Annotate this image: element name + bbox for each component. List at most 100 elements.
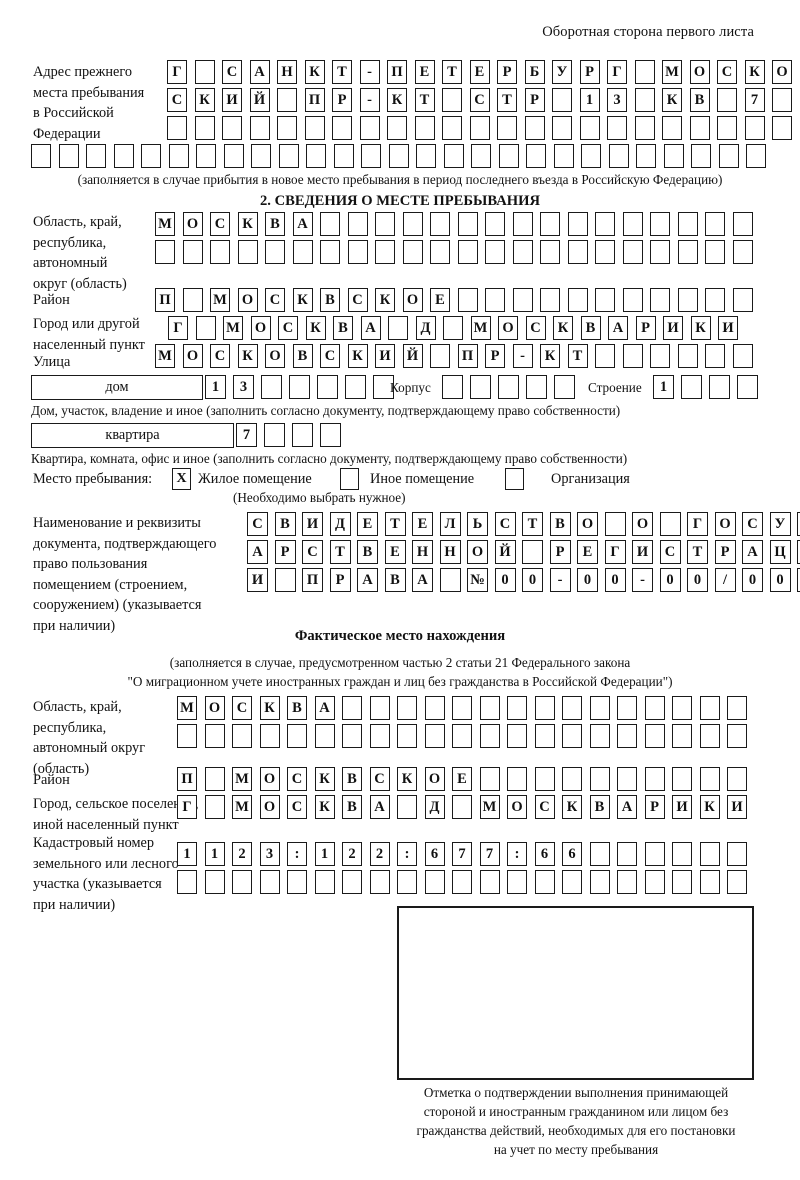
- char-cell[interactable]: [369, 870, 390, 894]
- char-cell[interactable]: Г: [168, 316, 188, 340]
- document-grid-row-1[interactable]: СВИДЕТЕЛЬСТВООГОСУД: [247, 512, 800, 536]
- char-cell[interactable]: [650, 288, 670, 312]
- char-cell[interactable]: [361, 144, 381, 168]
- char-cell[interactable]: О: [714, 512, 736, 536]
- char-cell[interactable]: О: [467, 540, 488, 564]
- char-cell[interactable]: [595, 344, 615, 368]
- char-cell[interactable]: [177, 724, 197, 748]
- char-cell[interactable]: [452, 724, 472, 748]
- char-cell[interactable]: [589, 696, 610, 720]
- char-cell[interactable]: [507, 724, 527, 748]
- char-cell[interactable]: Г: [607, 60, 627, 84]
- char-cell[interactable]: [304, 116, 325, 140]
- char-cell[interactable]: К: [540, 344, 560, 368]
- char-cell[interactable]: С: [265, 288, 285, 312]
- char-cell[interactable]: [746, 144, 766, 168]
- char-cell[interactable]: П: [304, 88, 325, 112]
- char-cell[interactable]: [168, 144, 189, 168]
- char-cell[interactable]: [141, 144, 161, 168]
- char-cell[interactable]: [699, 767, 720, 791]
- char-cell[interactable]: В: [384, 568, 406, 592]
- char-cell[interactable]: [369, 696, 390, 720]
- char-cell[interactable]: С: [302, 540, 323, 564]
- char-cell[interactable]: [342, 870, 362, 894]
- char-cell[interactable]: К: [237, 344, 258, 368]
- char-cell[interactable]: [182, 240, 203, 264]
- char-cell[interactable]: 0: [604, 568, 626, 592]
- char-cell[interactable]: [634, 116, 655, 140]
- char-cell[interactable]: К: [194, 88, 215, 112]
- char-cell[interactable]: [562, 724, 582, 748]
- char-cell[interactable]: К: [562, 795, 582, 819]
- char-cell[interactable]: [534, 870, 555, 894]
- char-cell[interactable]: [388, 144, 409, 168]
- char-cell[interactable]: :: [507, 842, 527, 866]
- char-cell[interactable]: А: [292, 212, 313, 236]
- char-cell[interactable]: [705, 240, 725, 264]
- char-cell[interactable]: [155, 240, 175, 264]
- char-cell[interactable]: [681, 375, 702, 399]
- char-cell[interactable]: О: [689, 60, 710, 84]
- char-cell[interactable]: 1: [653, 375, 674, 399]
- char-cell[interactable]: [622, 288, 643, 312]
- char-cell[interactable]: 0: [494, 568, 516, 592]
- char-cell[interactable]: [644, 870, 665, 894]
- char-cell[interactable]: [443, 316, 463, 340]
- char-cell[interactable]: Л: [439, 512, 461, 536]
- char-cell[interactable]: 3: [607, 88, 627, 112]
- char-cell[interactable]: Р: [579, 60, 600, 84]
- char-cell[interactable]: [552, 116, 572, 140]
- char-cell[interactable]: С: [534, 795, 555, 819]
- char-cell[interactable]: [589, 767, 610, 791]
- char-cell[interactable]: Й: [494, 540, 516, 564]
- char-cell[interactable]: -: [632, 568, 653, 592]
- char-cell[interactable]: С: [494, 512, 516, 536]
- char-cell[interactable]: 1: [579, 88, 600, 112]
- char-cell[interactable]: [397, 870, 417, 894]
- char-cell[interactable]: Е: [430, 288, 450, 312]
- char-cell[interactable]: [705, 344, 725, 368]
- char-cell[interactable]: Н: [439, 540, 461, 564]
- char-cell[interactable]: [177, 870, 197, 894]
- char-cell[interactable]: С: [210, 344, 230, 368]
- char-cell[interactable]: А: [369, 795, 390, 819]
- char-cell[interactable]: В: [342, 795, 362, 819]
- char-cell[interactable]: К: [314, 795, 335, 819]
- char-cell[interactable]: В: [320, 288, 340, 312]
- char-cell[interactable]: [567, 212, 588, 236]
- char-cell[interactable]: [524, 116, 545, 140]
- char-cell[interactable]: [526, 375, 547, 399]
- char-cell[interactable]: [589, 870, 610, 894]
- char-cell[interactable]: К: [304, 60, 325, 84]
- char-cell[interactable]: К: [690, 316, 711, 340]
- char-cell[interactable]: [274, 568, 296, 592]
- char-cell[interactable]: М: [479, 795, 500, 819]
- char-cell[interactable]: [644, 767, 665, 791]
- char-cell[interactable]: [402, 240, 423, 264]
- stroenie-grid[interactable]: 1: [653, 375, 758, 399]
- char-cell[interactable]: [650, 240, 670, 264]
- char-cell[interactable]: [497, 116, 517, 140]
- char-cell[interactable]: [677, 344, 698, 368]
- char-cell[interactable]: [622, 212, 643, 236]
- char-cell[interactable]: [232, 724, 252, 748]
- char-cell[interactable]: К: [744, 60, 765, 84]
- char-cell[interactable]: [498, 375, 519, 399]
- char-cell[interactable]: Р: [524, 88, 545, 112]
- char-cell[interactable]: 1: [204, 842, 225, 866]
- char-cell[interactable]: С: [369, 767, 390, 791]
- char-cell[interactable]: [534, 767, 555, 791]
- char-cell[interactable]: О: [577, 512, 598, 536]
- char-cell[interactable]: Т: [329, 540, 351, 564]
- char-cell[interactable]: [727, 870, 747, 894]
- char-cell[interactable]: О: [237, 288, 258, 312]
- char-cell[interactable]: В: [580, 316, 601, 340]
- char-cell[interactable]: О: [402, 288, 423, 312]
- char-cell[interactable]: [732, 344, 753, 368]
- char-cell[interactable]: Е: [357, 512, 378, 536]
- char-cell[interactable]: [562, 767, 582, 791]
- char-cell[interactable]: С: [659, 540, 681, 564]
- flat-number-grid[interactable]: 7: [236, 423, 341, 447]
